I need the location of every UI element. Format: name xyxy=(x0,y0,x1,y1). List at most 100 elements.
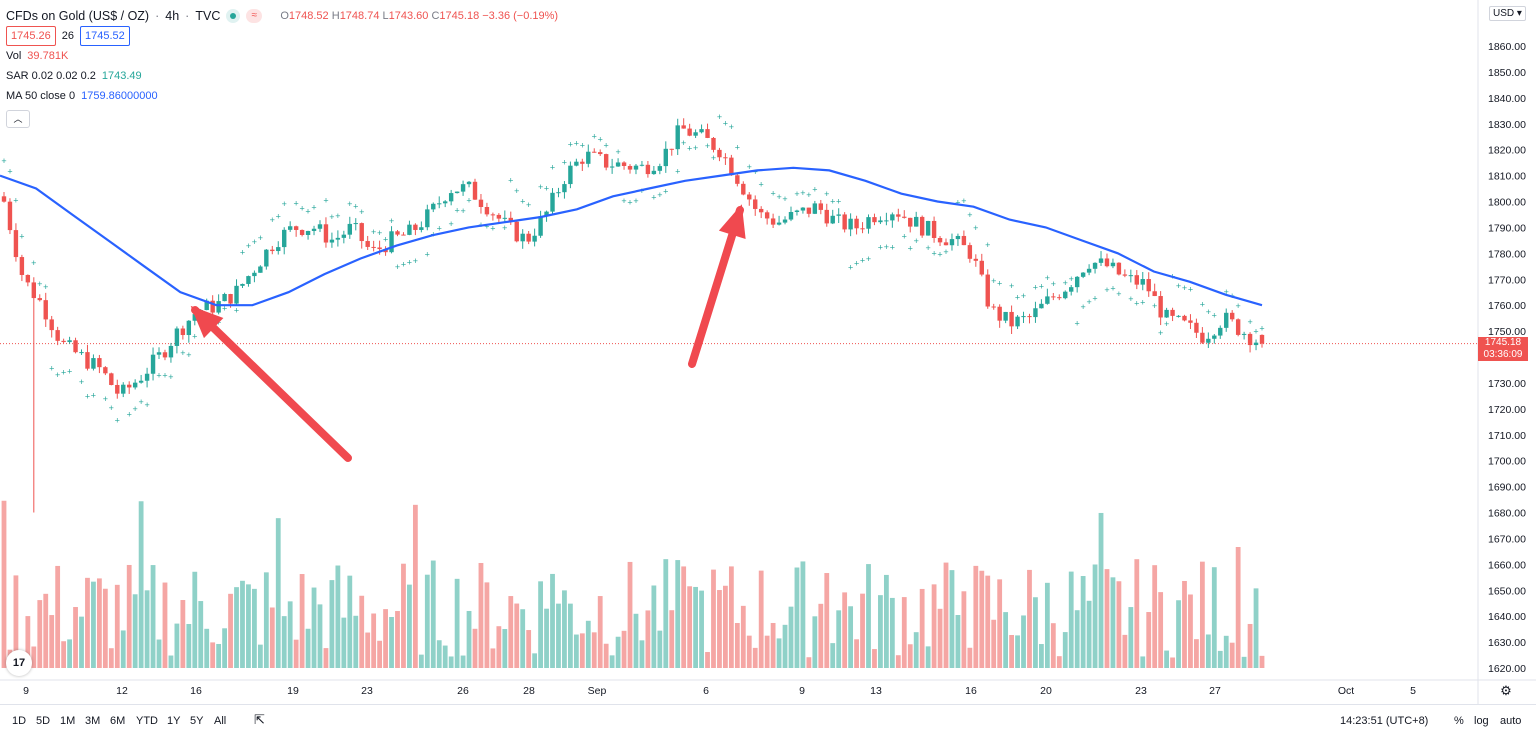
candle-body xyxy=(407,224,412,235)
x-tick-label: 28 xyxy=(523,685,535,697)
candle-body xyxy=(943,242,949,246)
tf-ytd[interactable]: YTD xyxy=(136,715,158,727)
y-tick-label: 1860.00 xyxy=(1488,41,1526,53)
volume-bar xyxy=(269,607,275,668)
volume-bar xyxy=(1182,580,1187,668)
candle-body xyxy=(991,306,996,308)
sar-point: + xyxy=(1092,293,1097,303)
candle-body xyxy=(502,217,508,219)
volume-bar xyxy=(1086,600,1092,668)
candle-body xyxy=(1182,315,1187,321)
candle-body xyxy=(1080,272,1086,277)
market-status-icon[interactable] xyxy=(226,9,241,23)
sar-point: + xyxy=(663,186,668,196)
tf-1m[interactable]: 1M xyxy=(60,715,76,727)
candle-body xyxy=(556,192,561,194)
sar-legend[interactable]: SAR 0.02 0.02 0.2 1743.49 xyxy=(6,70,142,82)
annotation-arrow-right[interactable] xyxy=(688,204,746,368)
data-problem-icon[interactable]: ≈ xyxy=(246,9,263,23)
tf-1d[interactable]: 1D xyxy=(12,715,27,727)
sar-point: + xyxy=(61,367,66,377)
tradingview-logo[interactable]: 17 xyxy=(6,650,32,676)
volume-bar xyxy=(114,584,120,668)
currency-button[interactable]: USD ▾ xyxy=(1489,6,1526,21)
volume-bar xyxy=(1080,576,1086,668)
candle-body xyxy=(299,229,305,235)
volume-bar xyxy=(1062,632,1068,668)
candle-body xyxy=(866,217,871,229)
sar-point: + xyxy=(258,233,263,243)
candle-body xyxy=(961,235,967,246)
candle-body xyxy=(55,330,60,341)
volume-bar xyxy=(538,581,543,668)
interval-label[interactable]: 4h xyxy=(165,9,180,23)
candle-body xyxy=(61,340,66,342)
percent-scale-button[interactable]: % xyxy=(1454,715,1464,727)
candle-body xyxy=(574,161,579,166)
sar-point: + xyxy=(955,198,960,208)
volume-bar xyxy=(836,610,842,668)
volume-bar xyxy=(132,594,138,668)
tf-3m[interactable]: 3M xyxy=(85,715,101,727)
volume-legend[interactable]: Vol 39.781K xyxy=(6,50,69,62)
collapse-legend-button[interactable]: ︿ xyxy=(6,110,30,128)
volume-bar xyxy=(478,562,484,668)
auto-scale-button[interactable]: auto xyxy=(1500,715,1522,727)
candle-body xyxy=(19,257,25,275)
ma-legend[interactable]: MA 50 close 0 1759.86000000 xyxy=(6,90,158,102)
sar-point: + xyxy=(621,196,626,206)
date-range-icon[interactable]: ⇱ xyxy=(254,712,265,727)
sar-point: + xyxy=(335,211,340,221)
y-tick-label: 1810.00 xyxy=(1488,171,1526,183)
tf-all[interactable]: All xyxy=(214,715,227,727)
volume-bar xyxy=(401,563,406,668)
candle-body xyxy=(985,274,990,307)
tf-5d[interactable]: 5D xyxy=(36,715,51,727)
candle-body xyxy=(520,233,525,242)
volume-bar xyxy=(681,566,687,668)
ask-button[interactable]: 1745.52 xyxy=(80,26,130,46)
x-tick-label: 9 xyxy=(23,685,29,697)
sar-point: + xyxy=(770,188,775,198)
candle-body xyxy=(872,217,877,223)
candle-body xyxy=(979,260,984,275)
sar-point: + xyxy=(67,367,72,377)
volume-bar xyxy=(204,628,210,668)
sar-point: + xyxy=(759,179,764,189)
candle-body xyxy=(842,214,847,230)
candle-body xyxy=(705,129,710,138)
volume-bar xyxy=(579,633,585,668)
sar-point: + xyxy=(109,403,114,413)
sar-point: + xyxy=(1110,284,1115,294)
volume-bar xyxy=(812,616,818,668)
candle-body xyxy=(598,152,603,155)
tf-5y[interactable]: 5Y xyxy=(190,715,204,727)
sar-point: + xyxy=(1247,317,1252,327)
symbol-title[interactable]: CFDs on Gold (US$ / OZ) xyxy=(6,9,150,23)
annotation-arrow-left[interactable] xyxy=(190,305,352,462)
y-tick-label: 1670.00 xyxy=(1488,533,1526,545)
candle-body xyxy=(1164,309,1169,318)
clock-label[interactable]: 14:23:51 (UTC+8) xyxy=(1340,715,1429,727)
volume-bar xyxy=(758,570,764,668)
candle-body xyxy=(210,300,215,313)
volume-bar xyxy=(186,623,192,668)
candle-body xyxy=(1069,287,1074,292)
tf-6m[interactable]: 6M xyxy=(110,715,126,727)
candle-body xyxy=(490,214,496,216)
tf-1y[interactable]: 1Y xyxy=(167,715,181,727)
volume-bar xyxy=(901,597,907,668)
log-scale-button[interactable]: log xyxy=(1474,715,1489,727)
volume-bar xyxy=(967,647,973,668)
candle-body xyxy=(657,166,663,171)
sar-point: + xyxy=(133,404,138,414)
settings-gear-icon[interactable]: ⚙ xyxy=(1500,683,1512,698)
bid-button[interactable]: 1745.26 xyxy=(6,26,56,46)
volume-bar xyxy=(174,623,180,668)
volume-bar xyxy=(1039,644,1044,668)
candle-body xyxy=(258,266,263,273)
sar-point: + xyxy=(598,135,603,145)
volume-bar xyxy=(866,564,871,668)
candle-body xyxy=(663,148,668,167)
volume-bar xyxy=(550,573,555,668)
